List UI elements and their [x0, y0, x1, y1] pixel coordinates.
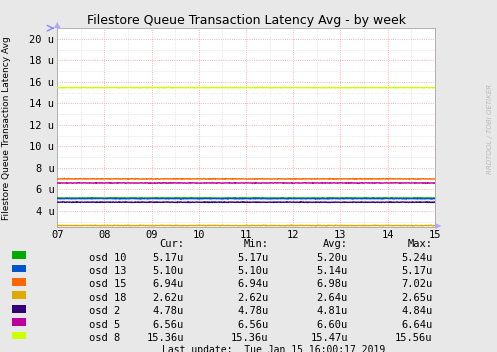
Text: osd 18: osd 18: [89, 293, 127, 303]
Text: 4.78u: 4.78u: [153, 306, 184, 316]
Text: Avg:: Avg:: [323, 239, 348, 249]
Text: osd 13: osd 13: [89, 266, 127, 276]
Text: 2.62u: 2.62u: [153, 293, 184, 303]
Text: 5.17u: 5.17u: [237, 253, 268, 263]
Text: 6.56u: 6.56u: [153, 320, 184, 329]
Text: ▶: ▶: [435, 221, 441, 231]
Text: Max:: Max:: [408, 239, 432, 249]
Text: 15.47u: 15.47u: [311, 333, 348, 343]
Text: 6.94u: 6.94u: [237, 279, 268, 289]
Text: ▲: ▲: [54, 20, 61, 29]
Text: 5.20u: 5.20u: [317, 253, 348, 263]
Text: osd 10: osd 10: [89, 253, 127, 263]
Text: Cur:: Cur:: [159, 239, 184, 249]
Text: Filestore Queue Transaction Latency Avg: Filestore Queue Transaction Latency Avg: [2, 37, 11, 220]
Text: 4.78u: 4.78u: [237, 306, 268, 316]
Text: 15.36u: 15.36u: [147, 333, 184, 343]
Text: 6.94u: 6.94u: [153, 279, 184, 289]
Text: 6.64u: 6.64u: [401, 320, 432, 329]
Text: 6.60u: 6.60u: [317, 320, 348, 329]
Text: 5.24u: 5.24u: [401, 253, 432, 263]
Text: 5.10u: 5.10u: [237, 266, 268, 276]
Text: 4.81u: 4.81u: [317, 306, 348, 316]
Text: osd 5: osd 5: [89, 320, 121, 329]
Text: 5.14u: 5.14u: [317, 266, 348, 276]
Text: 5.17u: 5.17u: [401, 266, 432, 276]
Text: 15.36u: 15.36u: [231, 333, 268, 343]
Text: 7.02u: 7.02u: [401, 279, 432, 289]
Text: Min:: Min:: [244, 239, 268, 249]
Text: 5.10u: 5.10u: [153, 266, 184, 276]
Text: osd 15: osd 15: [89, 279, 127, 289]
Text: 2.64u: 2.64u: [317, 293, 348, 303]
Text: Last update:  Tue Jan 15 16:00:17 2019: Last update: Tue Jan 15 16:00:17 2019: [162, 345, 385, 352]
Text: 15.56u: 15.56u: [395, 333, 432, 343]
Text: 2.62u: 2.62u: [237, 293, 268, 303]
Text: 6.56u: 6.56u: [237, 320, 268, 329]
Text: osd 2: osd 2: [89, 306, 121, 316]
Text: osd 8: osd 8: [89, 333, 121, 343]
Title: Filestore Queue Transaction Latency Avg - by week: Filestore Queue Transaction Latency Avg …: [86, 14, 406, 27]
Text: 2.65u: 2.65u: [401, 293, 432, 303]
Text: RRDTOOL / TOBI OETIKER: RRDTOOL / TOBI OETIKER: [487, 83, 493, 174]
Text: 6.98u: 6.98u: [317, 279, 348, 289]
Text: 4.84u: 4.84u: [401, 306, 432, 316]
Text: 5.17u: 5.17u: [153, 253, 184, 263]
